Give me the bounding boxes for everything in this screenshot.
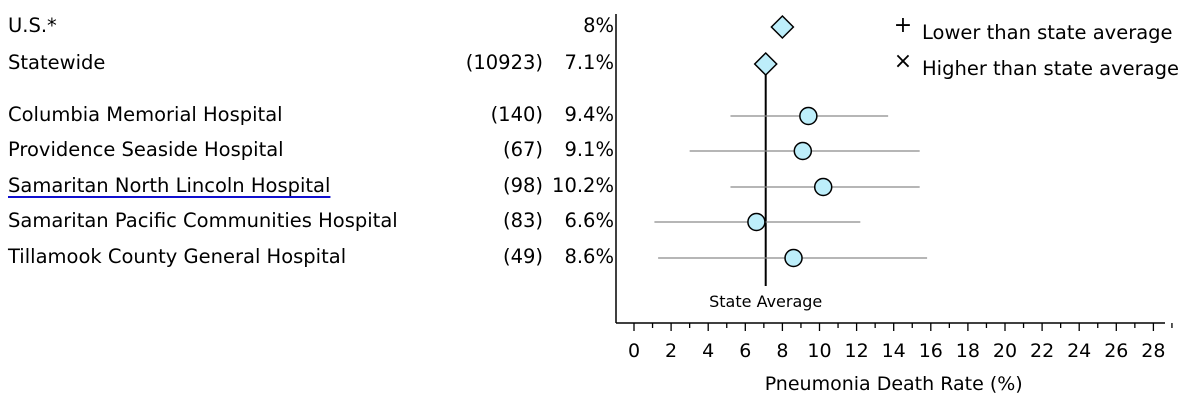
rate-marker: [793, 141, 813, 161]
row-count: (49): [502, 245, 543, 268]
row-label: Statewide: [8, 51, 106, 74]
x-tick-label: 24: [1067, 340, 1091, 362]
row-count: (83): [502, 209, 543, 232]
row-value: 8.6%: [564, 245, 614, 268]
x-tick-label: 12: [845, 340, 869, 362]
x-tick-label: 8: [776, 340, 788, 362]
row-label: Tillamook County General Hospital: [8, 245, 347, 268]
legend-symbol: ×: [894, 49, 912, 74]
row-value: 7.1%: [564, 51, 614, 74]
row-label: Columbia Memorial Hospital: [8, 103, 283, 126]
x-tick-label: 20: [993, 340, 1017, 362]
x-tick-label: 18: [956, 340, 980, 362]
state-average-label: State Average: [709, 292, 822, 311]
x-axis-title: Pneumonia Death Rate (%): [765, 373, 1023, 395]
row-label: U.S.*: [8, 14, 57, 37]
rate-marker: [747, 212, 766, 232]
diamond-marker: [770, 14, 795, 40]
x-tick-label: 10: [807, 340, 831, 362]
legend-symbol: +: [894, 13, 912, 38]
row-value: 6.6%: [564, 209, 614, 232]
x-tick-label: 26: [1104, 340, 1128, 362]
x-tick-label: 28: [1141, 340, 1165, 362]
x-tick-label: 0: [628, 340, 640, 362]
hospital-link[interactable]: Samaritan North Lincoln Hospital: [8, 174, 331, 197]
row-label: Providence Seaside Hospital: [8, 138, 284, 161]
row-count: (98): [502, 174, 543, 197]
row-count: (140): [490, 103, 543, 126]
row-count: (67): [502, 138, 543, 161]
x-tick-label: 6: [739, 340, 751, 362]
x-tick-label: 16: [919, 340, 943, 362]
row-label: Samaritan Pacific Communities Hospital: [8, 209, 398, 232]
x-tick-label: 2: [665, 340, 677, 362]
rate-marker: [799, 106, 818, 126]
rate-marker: [784, 248, 803, 268]
legend-label: Higher than state average: [922, 57, 1179, 80]
x-tick-label: 22: [1030, 340, 1054, 362]
row-value: 9.1%: [564, 138, 614, 161]
x-tick-label: 4: [702, 340, 714, 362]
diamond-marker: [753, 51, 778, 77]
rate-marker: [813, 177, 833, 197]
row-value: 10.2%: [552, 174, 614, 197]
row-count: (10923): [465, 51, 543, 74]
legend-label: Lower than state average: [922, 21, 1173, 44]
row-value: 8%: [583, 14, 614, 37]
x-tick-label: 14: [882, 340, 906, 362]
row-value: 9.4%: [564, 103, 614, 126]
